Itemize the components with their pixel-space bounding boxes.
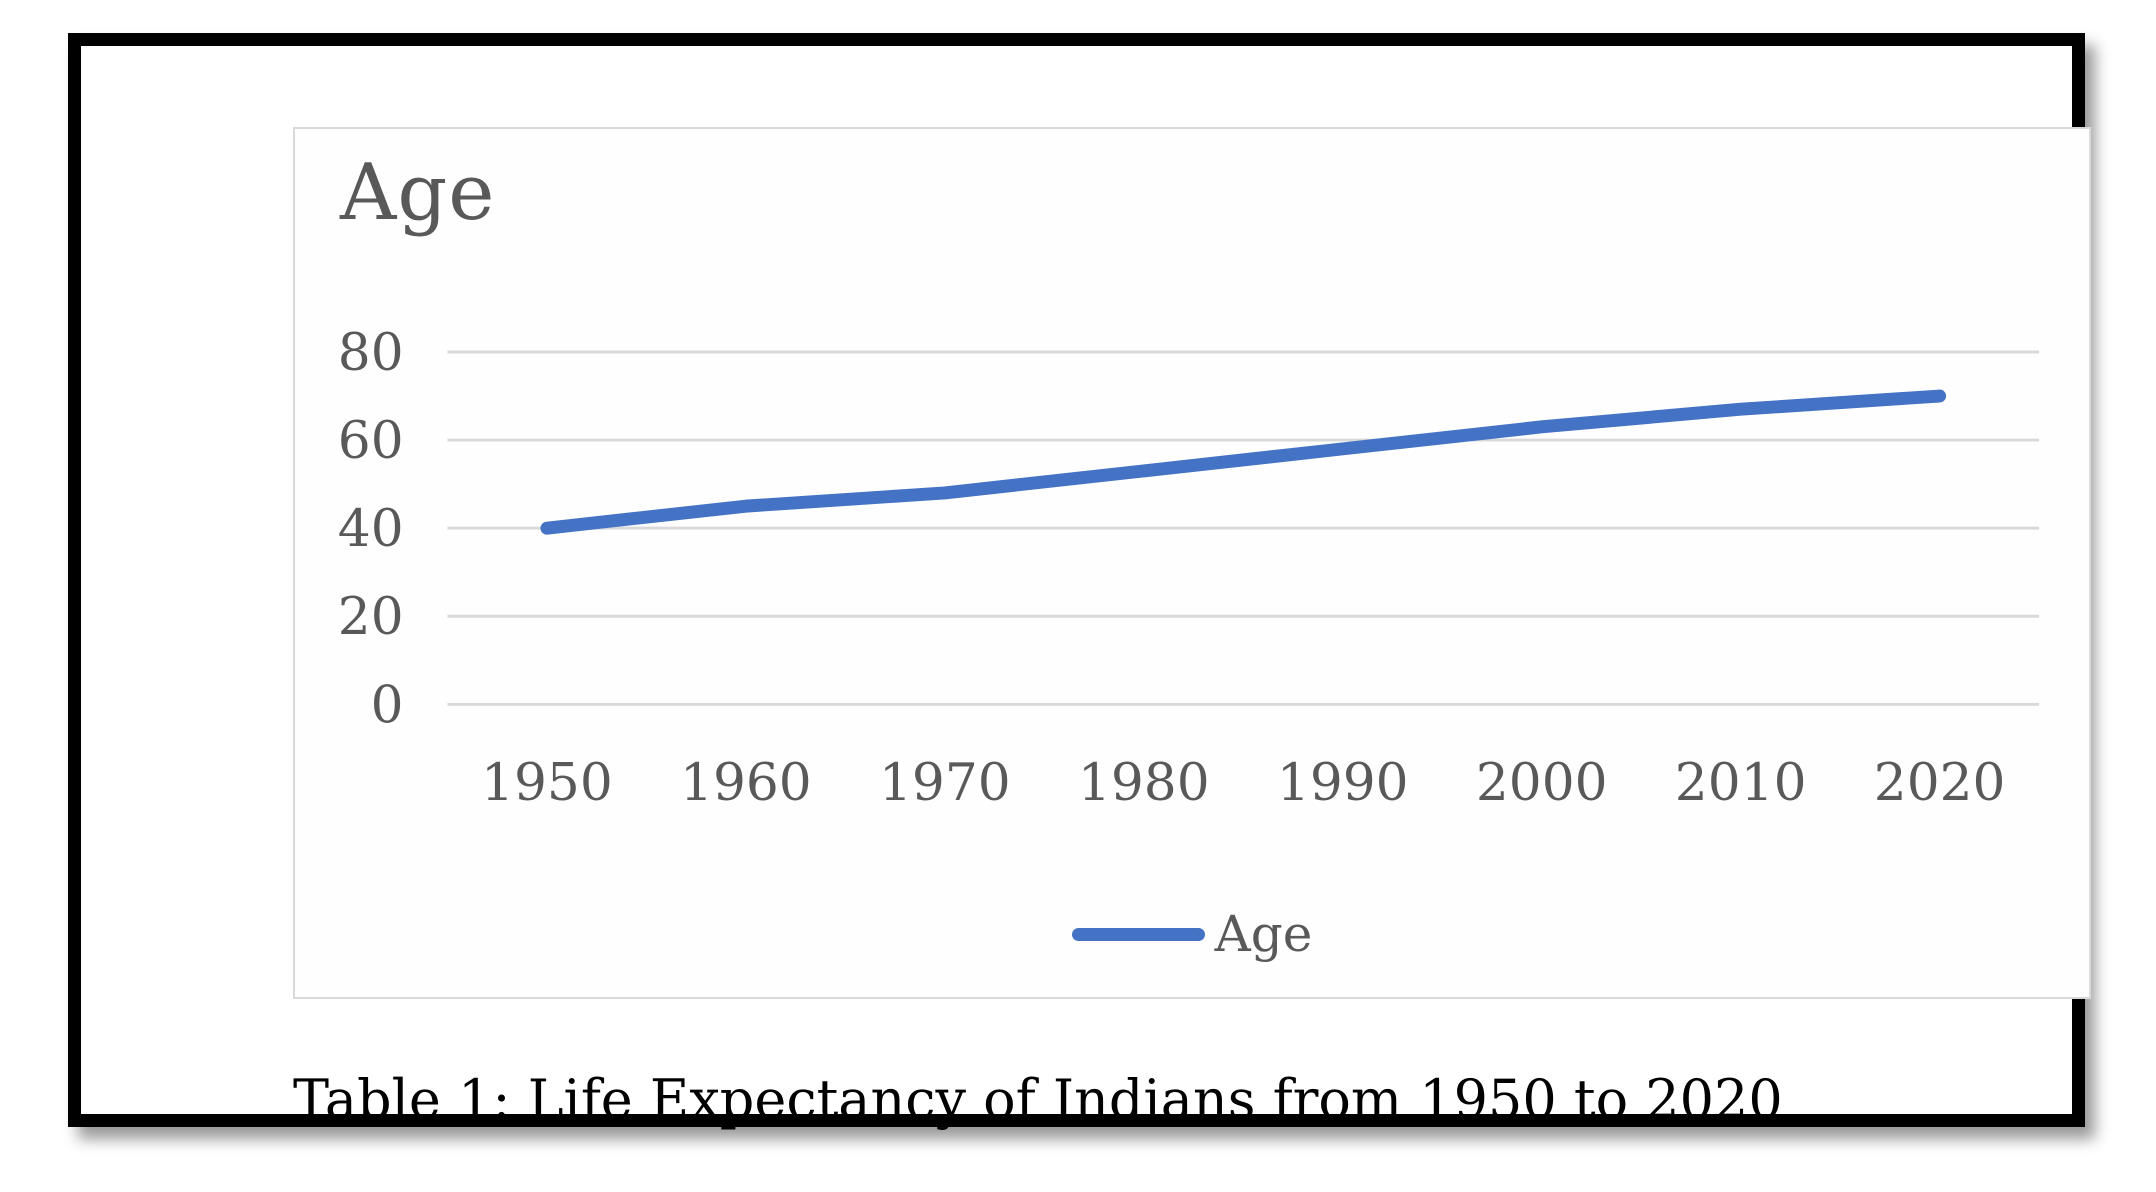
chart-panel: 0 20 40 60 80 1950 1960 1970 1980 1990 2000 2010 202… — [293, 127, 2091, 999]
y-tick-label: 80 — [338, 323, 404, 383]
x-tick-label: 1990 — [1277, 753, 1409, 813]
figure-caption: Table 1: Life Expectancy of Indians from… — [293, 1068, 1783, 1131]
y-tick-label: 60 — [338, 411, 404, 471]
x-tick-label: 2000 — [1476, 753, 1608, 813]
y-tick-label: 40 — [338, 499, 404, 559]
legend-line-swatch — [1071, 927, 1205, 941]
figure-frame: 0 20 40 60 80 1950 1960 1970 1980 1990 2000 2010 202… — [68, 33, 2091, 1131]
legend-label: Age — [1214, 905, 1313, 963]
chart-title: Age — [340, 148, 496, 238]
y-tick-label: 0 — [371, 675, 404, 735]
x-tick-label: 1950 — [481, 753, 613, 813]
y-tick-label: 20 — [338, 587, 404, 647]
x-tick-label: 1980 — [1078, 753, 1210, 813]
x-tick-label: 2020 — [1874, 753, 2006, 813]
x-tick-label: 1970 — [879, 753, 1011, 813]
line-chart-plot: 0 20 40 60 80 1950 1960 1970 1980 1990 2000 2010 202… — [338, 323, 2040, 813]
series-line-age — [540, 389, 1947, 535]
x-tick-label: 1960 — [680, 753, 812, 813]
x-tick-label: 2010 — [1675, 753, 1807, 813]
chart-legend: Age — [295, 905, 2089, 963]
